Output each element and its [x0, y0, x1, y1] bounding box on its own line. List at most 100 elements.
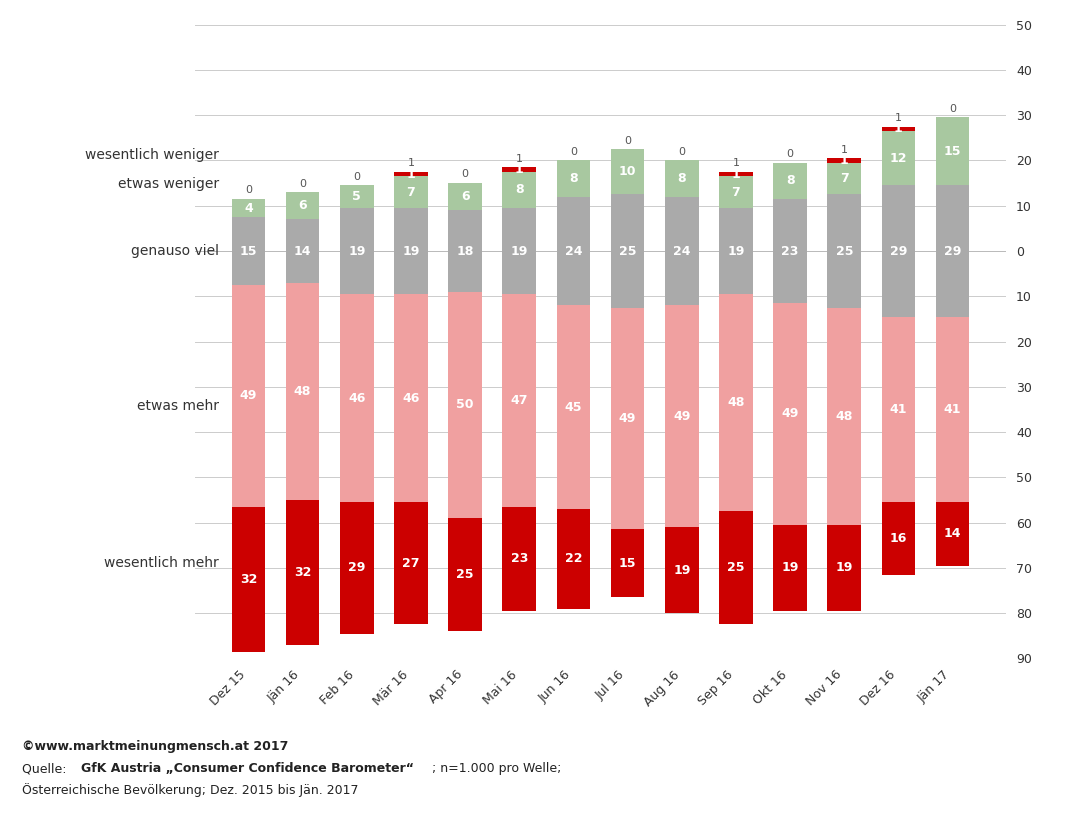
Text: 8: 8	[677, 172, 686, 185]
Text: GfK Austria „Consumer Confidence Barometer“: GfK Austria „Consumer Confidence Baromet…	[81, 762, 414, 775]
Bar	[556, 509, 590, 609]
Text: 15: 15	[240, 244, 258, 258]
Text: wesentlich mehr: wesentlich mehr	[104, 556, 219, 570]
Text: 0: 0	[570, 146, 577, 157]
Text: 7: 7	[407, 186, 415, 198]
Text: 8: 8	[786, 174, 794, 188]
Text: ; n=1.000 pro Welle;: ; n=1.000 pro Welle;	[432, 762, 562, 775]
Bar	[340, 251, 373, 294]
Bar	[556, 197, 590, 251]
Text: 0: 0	[787, 149, 793, 159]
Text: 6: 6	[299, 199, 307, 212]
Text: 49: 49	[619, 412, 636, 425]
Bar	[611, 308, 645, 529]
Text: 19: 19	[673, 564, 690, 577]
Bar	[394, 172, 427, 176]
Text: 22: 22	[565, 552, 582, 565]
Bar	[936, 502, 969, 565]
Text: 19: 19	[727, 244, 744, 258]
Text: 1: 1	[733, 158, 739, 168]
Text: 48: 48	[727, 396, 744, 409]
Text: 27: 27	[403, 557, 420, 570]
Text: 50: 50	[457, 398, 474, 412]
Bar	[828, 251, 861, 308]
Bar	[720, 172, 753, 176]
Text: 48: 48	[294, 385, 312, 398]
Bar	[502, 507, 536, 611]
Bar	[936, 317, 969, 502]
Text: 4: 4	[245, 202, 253, 215]
Text: 25: 25	[619, 244, 636, 258]
Text: Quelle:: Quelle:	[22, 762, 70, 775]
Text: 8: 8	[569, 172, 578, 185]
Text: 47: 47	[511, 394, 528, 407]
Bar	[611, 194, 645, 251]
Text: 19: 19	[781, 561, 799, 574]
Bar	[936, 251, 969, 317]
Text: 24: 24	[673, 244, 690, 258]
Bar	[720, 294, 753, 511]
Bar	[340, 502, 373, 634]
Bar	[502, 251, 536, 294]
Text: 0: 0	[949, 104, 956, 114]
Bar	[720, 511, 753, 625]
Bar	[394, 208, 427, 251]
Text: 1: 1	[731, 168, 740, 180]
Text: 10: 10	[619, 165, 636, 179]
Text: 15: 15	[619, 557, 636, 570]
Bar	[448, 211, 481, 251]
Bar	[720, 251, 753, 294]
Text: 1: 1	[840, 154, 848, 167]
Text: 1: 1	[407, 168, 415, 180]
Text: 24: 24	[565, 244, 582, 258]
Text: 48: 48	[835, 410, 853, 423]
Bar	[720, 176, 753, 208]
Text: genauso viel: genauso viel	[131, 244, 219, 258]
Text: 14: 14	[944, 528, 961, 541]
Text: 19: 19	[835, 561, 853, 574]
Bar	[448, 184, 481, 211]
Text: 14: 14	[294, 244, 312, 258]
Bar	[665, 160, 699, 197]
Bar	[774, 199, 807, 251]
Bar	[502, 167, 536, 172]
Text: Österreichische Bevölkerung; Dez. 2015 bis Jän. 2017: Österreichische Bevölkerung; Dez. 2015 b…	[22, 783, 358, 797]
Text: 45: 45	[565, 401, 582, 414]
Bar	[286, 220, 319, 251]
Text: 18: 18	[457, 244, 474, 258]
Text: 0: 0	[353, 172, 360, 182]
Text: etwas mehr: etwas mehr	[136, 399, 219, 413]
Text: 25: 25	[835, 244, 853, 258]
Bar	[556, 160, 590, 197]
Text: 5: 5	[353, 190, 361, 203]
Text: 25: 25	[727, 561, 744, 574]
Bar	[286, 251, 319, 283]
Bar	[502, 208, 536, 251]
Bar	[828, 194, 861, 251]
Text: 49: 49	[240, 389, 258, 402]
Text: 15: 15	[944, 145, 961, 158]
Text: 6: 6	[461, 190, 470, 203]
Text: 19: 19	[511, 244, 528, 258]
Bar	[882, 127, 915, 131]
Text: 1: 1	[516, 154, 523, 164]
Bar	[232, 507, 265, 652]
Text: 19: 19	[348, 244, 366, 258]
Text: 0: 0	[245, 185, 252, 195]
Text: 0: 0	[299, 179, 306, 188]
Text: 0: 0	[678, 146, 685, 157]
Bar	[828, 158, 861, 163]
Text: wesentlich weniger: wesentlich weniger	[84, 148, 219, 162]
Text: etwas weniger: etwas weniger	[118, 177, 219, 191]
Text: 1: 1	[895, 113, 902, 123]
Bar	[340, 208, 373, 251]
Bar	[611, 149, 645, 194]
Bar	[611, 529, 645, 597]
Text: 23: 23	[511, 552, 528, 565]
Bar	[340, 185, 373, 208]
Bar	[882, 317, 915, 502]
Bar	[556, 305, 590, 509]
Bar	[448, 292, 481, 518]
Text: 19: 19	[403, 244, 420, 258]
Text: 25: 25	[457, 568, 474, 581]
